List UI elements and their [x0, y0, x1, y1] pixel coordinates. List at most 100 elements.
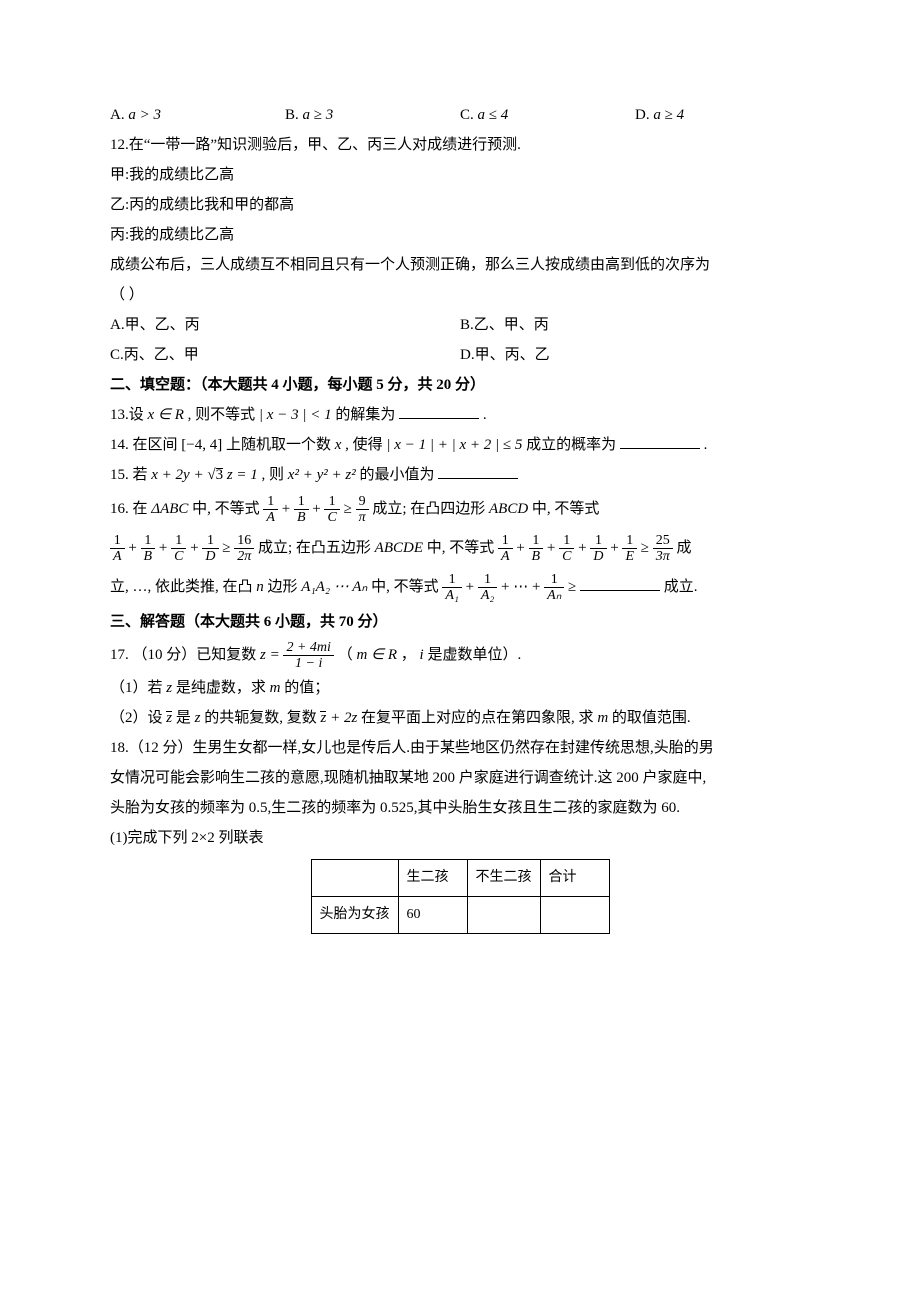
- q13-xr: x ∈ R: [148, 407, 184, 423]
- q16-l2c: 中, 不等式: [427, 540, 498, 556]
- q13-prefix: 13.设: [110, 407, 144, 423]
- cell-h4: 合计: [540, 860, 609, 897]
- frac-1E: 1E: [622, 533, 637, 565]
- q16-line2: 1A + 1B + 1C + 1D ≥ 162π 成立; 在凸五边形 ABCDE…: [110, 529, 810, 568]
- frac-1A: 1A: [263, 494, 278, 526]
- frac-1An: 1Aₙ: [544, 572, 564, 604]
- q17-p1: （1）若 z 是纯虚数，求 m 的值；: [110, 673, 810, 703]
- opt-c-label: C.: [460, 107, 474, 123]
- q16-l2b: 成立; 在凸五边形: [258, 540, 375, 556]
- opt-c-text: a ≤ 4: [478, 107, 509, 123]
- table-row: 头胎为女孩 60: [311, 897, 609, 934]
- q17-z2: z: [195, 710, 201, 726]
- cell-r1c1: 头胎为女孩: [311, 897, 398, 934]
- q13: 13.设 x ∈ R , 则不等式 | x − 3 | < 1 的解集为 .: [110, 400, 810, 430]
- q16-line3: 立, …, 依此类推, 在凸 n 边形 A₁A₂ ⋯ Aₙ 中, 不等式 1A₁…: [110, 568, 810, 607]
- q16-dots: + ⋯ +: [501, 579, 544, 595]
- q17-p2c: 的共轭复数, 复数: [204, 710, 320, 726]
- opt-b-label: B.: [285, 107, 299, 123]
- q17-frac: 2 + 4mi1 − i: [283, 640, 333, 672]
- q13-suffix: 的解集为: [335, 407, 395, 423]
- q14-blank: [620, 433, 700, 449]
- q16-pent: ABCDE: [375, 540, 423, 556]
- q15-rhs: x² + y² + z²: [288, 467, 356, 483]
- q11-opt-d: D. a ≥ 4: [635, 100, 810, 130]
- q18-p1: (1)完成下列 2×2 列联表: [110, 823, 810, 853]
- q13-blank: [399, 403, 479, 419]
- q16-l3b: 边形: [268, 579, 302, 595]
- frac-1C: 1C: [324, 494, 339, 526]
- contingency-table: 生二孩 不生二孩 合计 头胎为女孩 60: [311, 859, 610, 934]
- q12-opts-row1: A.甲、乙、丙 B.乙、甲、丙: [110, 310, 810, 340]
- q18-l1: 18.（12 分）生男生女都一样,女儿也是传后人.由于某些地区仍然存在封建传统思…: [110, 733, 810, 763]
- opt-d-label: D.: [635, 107, 650, 123]
- frac-9pi: 9π: [356, 494, 369, 526]
- q16-l1b: 中, 不等式: [192, 501, 263, 517]
- frac-1A2: 1A: [110, 533, 125, 565]
- q12-opt-d: D.甲、丙、乙: [460, 340, 810, 370]
- q16-quad: ABCD: [489, 501, 528, 517]
- q17-l1c: 是虚数单位）.: [427, 647, 521, 663]
- q16-poly: A₁A₂ ⋯ Aₙ: [301, 579, 367, 595]
- frac-1A1: 1A₁: [442, 572, 461, 604]
- q17-p2a: （2）设: [110, 710, 166, 726]
- q16-l1c: 成立; 在凸四边形: [372, 501, 489, 517]
- frac-1B2: 1B: [141, 533, 156, 565]
- q14-mid2: , 使得: [345, 437, 383, 453]
- q17-zeq: z =: [260, 647, 283, 663]
- q14-suffix: 成立的概率为: [526, 437, 616, 453]
- q17-p2e: 的取值范围.: [612, 710, 691, 726]
- q11-opt-c: C. a ≤ 4: [460, 100, 635, 130]
- q16-blank: [580, 575, 660, 591]
- q17-zbar1: z: [166, 711, 172, 726]
- q15-sqrt3: 3: [216, 468, 224, 483]
- opt-d-text: a ≥ 4: [653, 107, 684, 123]
- q16-l3d: 成立.: [664, 579, 698, 595]
- q16-l3c: 中, 不等式: [371, 579, 442, 595]
- q15-prefix: 15. 若: [110, 467, 151, 483]
- q11-opt-b: B. a ≥ 3: [285, 100, 460, 130]
- section2-title: 二、填空题：（本大题共 4 小题，每小题 5 分，共 20 分）: [110, 370, 810, 400]
- q12-opt-c: C.丙、乙、甲: [110, 340, 460, 370]
- q16-l2d: 成: [677, 540, 692, 556]
- q17-mR: m ∈ R: [356, 647, 397, 663]
- q17-l1a: 17. （10 分）已知复数: [110, 647, 260, 663]
- q17-p1a: （1）若: [110, 680, 166, 696]
- q17-l1b: （: [338, 647, 353, 663]
- frac-1D2: 1D: [590, 533, 606, 565]
- q15-suffix: 的最小值为: [359, 467, 434, 483]
- q17-line1: 17. （10 分）已知复数 z = 2 + 4mi1 − i （ m ∈ R …: [110, 637, 810, 673]
- q17-m: m: [270, 680, 281, 696]
- q14-var: x: [335, 437, 345, 453]
- frac-1B3: 1B: [529, 533, 544, 565]
- cell-r1c3: [467, 897, 540, 934]
- q14-interval: [−4, 4]: [181, 437, 222, 453]
- q17-z: z: [166, 680, 172, 696]
- cell-h3: 不生二孩: [467, 860, 540, 897]
- q12-opts-row2: C.丙、乙、甲 D.甲、丙、乙: [110, 340, 810, 370]
- cell-h2: 生二孩: [398, 860, 467, 897]
- q14: 14. 在区间 [−4, 4] 上随机取一个数 x , 使得 | x − 1 |…: [110, 430, 810, 460]
- opt-a-label: A.: [110, 107, 125, 123]
- q17-comma: ，: [401, 647, 420, 663]
- q12-opt-a: A.甲、乙、丙: [110, 310, 460, 340]
- q17-p2b: 是: [176, 710, 195, 726]
- q12-stem: 12.在“一带一路”知识测验后，甲、乙、丙三人对成绩进行预测.: [110, 130, 810, 160]
- opt-a-text: a > 3: [128, 107, 161, 123]
- frac-1C2: 1C: [171, 533, 186, 565]
- frac-16-2pi: 162π: [234, 533, 254, 565]
- q13-end: .: [483, 407, 487, 423]
- q17-p1b: 是纯虚数，求: [176, 680, 270, 696]
- q16-l3a: 立, …, 依此类推, 在凸: [110, 579, 256, 595]
- q17-expr: + 2z: [326, 710, 357, 726]
- frac-25-3pi: 253π: [653, 533, 673, 565]
- q17-i: i: [420, 647, 424, 663]
- q15: 15. 若 x + 2y + √3 z = 1 , 则 x² + y² + z²…: [110, 460, 810, 490]
- q17-p2d: 在复平面上对应的点在第四象限, 求: [361, 710, 597, 726]
- q13-ineq: | x − 3 | < 1: [259, 407, 332, 423]
- q14-ineq: | x − 1 | + | x + 2 | ≤ 5: [386, 437, 522, 453]
- cell-r1c4: [540, 897, 609, 934]
- q14-prefix: 14. 在区间: [110, 437, 178, 453]
- q15-lhs-b: z = 1: [223, 467, 258, 483]
- frac-1A2n: 1A₂: [478, 572, 497, 604]
